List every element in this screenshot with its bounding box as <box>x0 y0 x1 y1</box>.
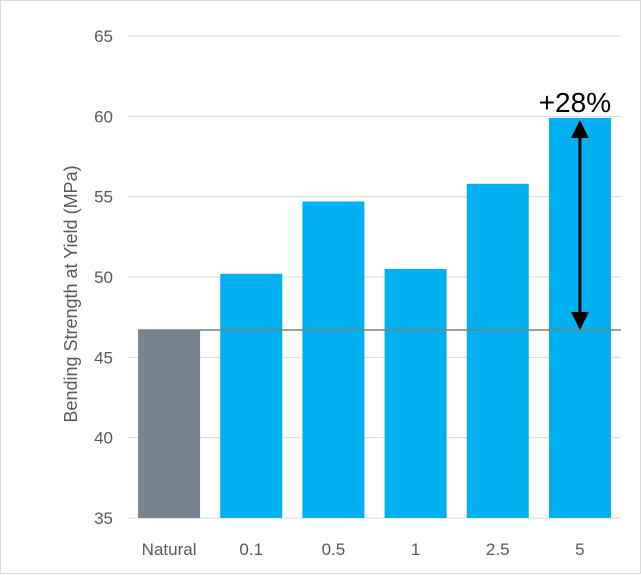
bar-2.5 <box>466 183 529 518</box>
x-tick-label: 1 <box>411 540 420 559</box>
annotation-layer: +28% <box>539 87 611 330</box>
x-tick-label: 5 <box>575 540 584 559</box>
x-axis-ticks: Natural 0.1 0.5 1 2.5 5 <box>142 540 585 559</box>
bars <box>138 117 611 518</box>
bar-1 <box>384 268 447 518</box>
gridlines <box>128 35 621 519</box>
y-axis-title: Bending Strength at Yield (MPa) <box>61 165 81 422</box>
y-tick-label: 65 <box>94 27 113 46</box>
y-tick-label: 45 <box>94 348 113 367</box>
y-tick-label: 55 <box>94 188 113 207</box>
annotation-label: +28% <box>539 87 611 118</box>
x-tick-label: Natural <box>142 540 197 559</box>
y-tick-label: 40 <box>94 429 113 448</box>
x-tick-label: 0.1 <box>239 540 263 559</box>
y-axis-ticks: 35 40 45 50 55 60 65 <box>94 27 113 528</box>
x-tick-label: 2.5 <box>486 540 510 559</box>
bar-0.1 <box>220 273 283 518</box>
y-tick-label: 60 <box>94 107 113 126</box>
bar-natural <box>138 330 201 518</box>
x-tick-label: 0.5 <box>322 540 346 559</box>
bar-0.5 <box>302 201 365 518</box>
y-tick-label: 35 <box>94 509 113 528</box>
y-tick-label: 50 <box>94 268 113 287</box>
